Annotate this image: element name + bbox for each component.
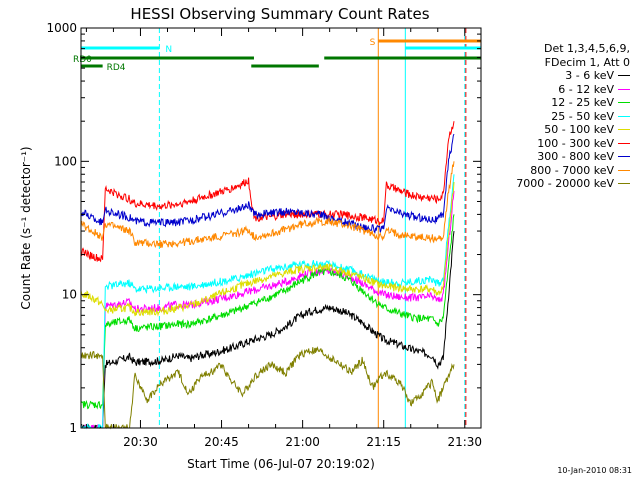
series-line-1 [80, 190, 455, 429]
legend-swatch [618, 142, 630, 144]
x-tick-label-3: 21:15 [366, 435, 401, 449]
x-tick-label-1: 20:45 [204, 435, 239, 449]
axes: 20:30 20:45 21:00 21:15 21:30 1 10 100 1000 [46, 21, 482, 449]
series-line-7 [80, 161, 455, 249]
series-line-5 [80, 121, 455, 263]
legend-header-detectors: Det 1,3,4,5,6,9, [543, 42, 630, 55]
legend-label: 6 - 12 keV [558, 82, 614, 96]
timestamp-footer: 10-Jan-2010 08:31 [557, 466, 632, 475]
legend-label: 7000 - 20000 keV [516, 177, 614, 190]
legend-swatch [618, 129, 630, 131]
series-line-0 [80, 231, 455, 429]
state-label-n: N [165, 45, 172, 55]
legend-label: 12 - 25 keV [551, 96, 614, 109]
x-tick-label-0: 20:30 [123, 435, 158, 449]
legend-swatch [618, 102, 630, 104]
x-tick-label-4: 21:30 [447, 435, 482, 449]
state-label-rd4: RD4 [107, 63, 126, 73]
y-tick-label-1: 10 [62, 288, 77, 302]
series-line-2 [80, 214, 455, 410]
legend-label: 3 - 6 keV [565, 69, 614, 82]
x-tick-label-2: 21:00 [285, 435, 320, 449]
legend-entry-2: 12 - 25 keV [486, 96, 630, 110]
legend-swatch [618, 88, 630, 90]
series-line-4 [80, 181, 455, 317]
y-axis-label: Count Rate (s⁻¹ detector⁻¹) [19, 146, 33, 309]
state-bars: N S RD0 RD4 [73, 38, 481, 73]
legend-swatch [618, 169, 630, 171]
x-axis-label: Start Time (06-Jul-07 20:19:02) [187, 457, 375, 471]
legend-label: 300 - 800 keV [537, 150, 614, 163]
legend-header-decimation: FDecim 1, Att 0 [544, 55, 630, 69]
chart-title: HESSI Observing Summary Count Rates [130, 5, 429, 23]
legend-entry-1: 6 - 12 keV [486, 83, 630, 97]
legend-swatch [618, 183, 630, 185]
legend-entry-7: 800 - 7000 keV [486, 164, 630, 178]
state-label-rd0: RD0 [73, 55, 92, 65]
y-tick-label-2: 100 [54, 154, 77, 168]
series-lines [80, 121, 455, 430]
legend-swatch [618, 156, 630, 158]
legend-swatch [618, 75, 630, 77]
legend-label: 25 - 50 keV [551, 109, 614, 123]
legend-entry-0: 3 - 6 keV [486, 69, 630, 83]
state-label-s: S [370, 38, 376, 48]
legend-label: 800 - 7000 keV [530, 163, 614, 177]
series-line-8 [80, 345, 455, 430]
y-tick-label-0: 1 [69, 421, 77, 435]
legend-entry-5: 100 - 300 keV [486, 137, 630, 151]
legend: Det 1,3,4,5,6,9, FDecim 1, Att 0 3 - 6 k… [486, 42, 630, 191]
legend-entry-8: 7000 - 20000 keV [486, 177, 630, 191]
legend-entry-6: 300 - 800 keV [486, 150, 630, 164]
series-line-6 [80, 133, 455, 234]
legend-label: 100 - 300 keV [537, 136, 614, 150]
y-tick-label-3: 1000 [46, 21, 77, 35]
event-markers [158, 28, 467, 428]
legend-swatch [618, 115, 630, 117]
series-line-3 [80, 174, 455, 430]
plot-frame [80, 27, 482, 429]
legend-entry-3: 25 - 50 keV [486, 110, 630, 124]
legend-entry-4: 50 - 100 keV [486, 123, 630, 137]
legend-label: 50 - 100 keV [544, 123, 614, 136]
